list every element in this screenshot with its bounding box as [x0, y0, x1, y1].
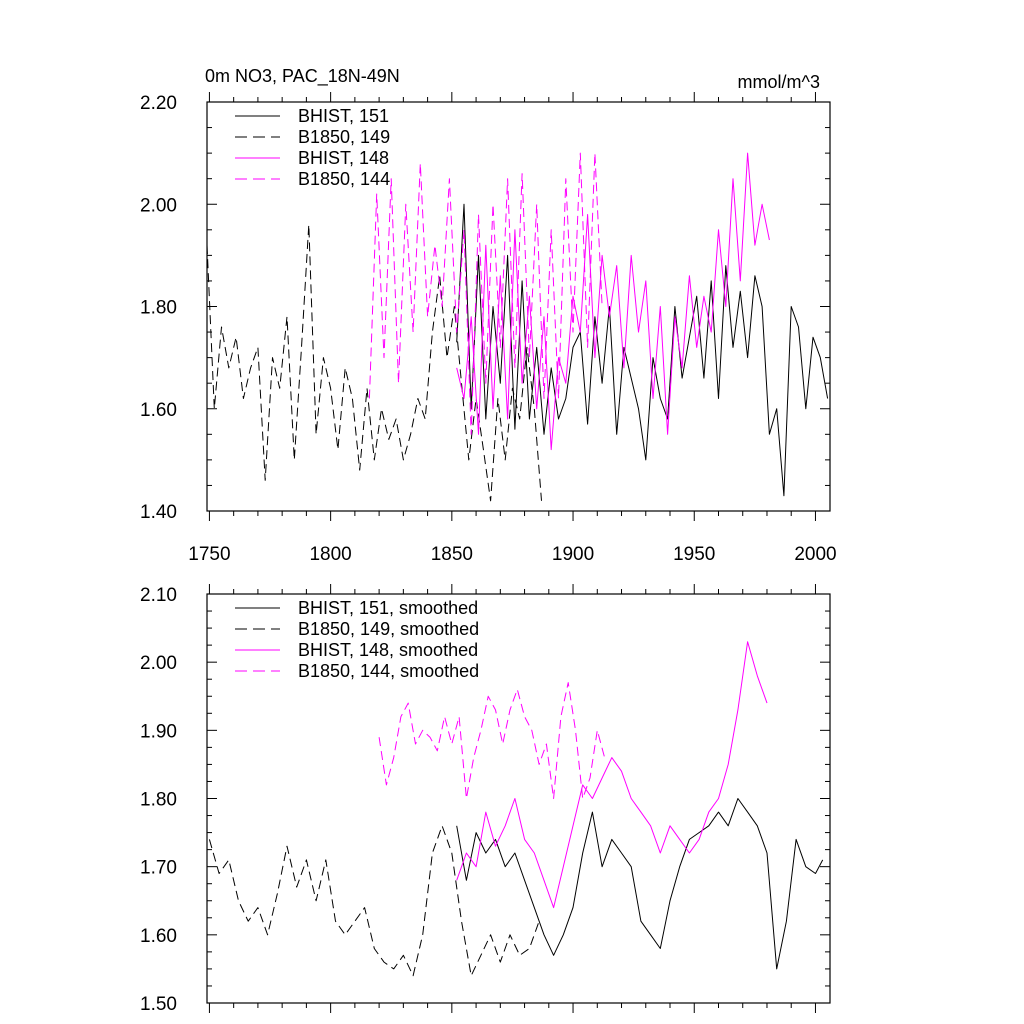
top-panel-axes: 1.40 1.60 1.80 2.00 2.20 1750 1800 1850 1900 1950…: [140, 92, 837, 565]
top-xtick-label: 1900: [552, 544, 594, 565]
bottom-ytick-label: 1.80: [140, 790, 177, 811]
top-series-b1850-144: [368, 152, 603, 435]
top-series-bhist-151: [456, 203, 829, 497]
top-xtick-label: 1750: [188, 544, 230, 565]
top-ytick-label: 2.20: [140, 93, 177, 114]
top-xtick-label: 1950: [673, 544, 715, 565]
top-series-b1850-149: [206, 224, 542, 502]
top-ytick-label: 1.40: [140, 502, 177, 523]
top-legend-label: BHIST, 148: [298, 148, 389, 168]
top-xtick-label: 2000: [794, 544, 836, 565]
bottom-legend-label: BHIST, 148, smoothed: [298, 640, 478, 660]
top-panel-series-group: [206, 152, 829, 502]
bottom-ytick-label: 1.90: [140, 721, 177, 742]
top-ytick-label: 1.80: [140, 298, 177, 319]
bottom-ytick-label: 2.10: [140, 585, 177, 606]
bottom-series-b1850-144-smoothed: [378, 682, 606, 799]
bottom-series-bhist-148-smoothed: [456, 641, 768, 909]
bottom-ytick-label: 1.60: [140, 926, 177, 947]
bottom-panel-series-group: [208, 641, 824, 977]
top-legend-label: B1850, 144: [298, 169, 390, 189]
bottom-ytick-label: 2.00: [140, 653, 177, 674]
top-ytick-label: 1.60: [140, 400, 177, 421]
top-panel-units: mmol/m^3: [738, 72, 820, 92]
top-xtick-label: 1800: [309, 544, 351, 565]
bottom-panel-axes: 1.50 1.60 1.70 1.80 1.90 2.00 2.10: [140, 584, 831, 1015]
top-series-bhist-148: [456, 152, 770, 451]
bottom-ytick-label: 1.50: [140, 994, 177, 1015]
bottom-ytick-label: 1.70: [140, 858, 177, 879]
bottom-legend-label: B1850, 149, smoothed: [298, 619, 479, 639]
top-ytick-label: 2.00: [140, 195, 177, 216]
top-legend-label: B1850, 149: [298, 127, 390, 147]
top-xtick-label: 1850: [431, 544, 473, 565]
bottom-series-bhist-151-smoothed: [456, 798, 824, 970]
bottom-legend-label: BHIST, 151, smoothed: [298, 598, 478, 618]
bottom-panel: 1.50 1.60 1.70 1.80 1.90 2.00 2.10 BHIST, 151,…: [140, 584, 831, 1015]
top-panel-title: 0m NO3, PAC_18N-49N: [205, 66, 400, 87]
top-legend-label: BHIST, 151: [298, 106, 389, 126]
bottom-legend-label: B1850, 144, smoothed: [298, 661, 479, 681]
bottom-series-b1850-149-smoothed: [208, 825, 540, 977]
top-panel: 0m NO3, PAC_18N-49N mmol/m^3 1.40 1.60 1.8…: [140, 66, 837, 565]
